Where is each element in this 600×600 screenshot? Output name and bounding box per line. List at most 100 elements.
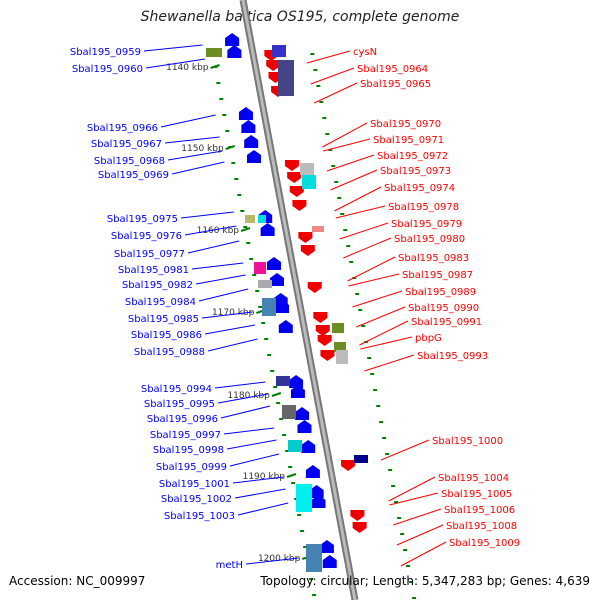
gene-label-right[interactable]: Sbal195_0980 (394, 234, 465, 245)
leader-line (223, 427, 275, 435)
leader-line (198, 288, 249, 302)
gene-label-left[interactable]: Sbal195_0999 (156, 462, 227, 473)
gene-label-left[interactable]: Sbal195_0976 (111, 231, 182, 242)
tick-mark (243, 226, 248, 228)
gene-label-left[interactable]: Sbal195_0981 (118, 265, 189, 276)
gene-label-right[interactable]: Sbal195_1009 (449, 538, 520, 549)
leader-line (343, 237, 392, 259)
gene-label-left[interactable]: Sbal195_0966 (87, 123, 158, 134)
scale-label: 1200 kbp (258, 554, 301, 564)
gene-label-left[interactable]: Sbal195_0995 (144, 399, 215, 410)
gene-label-right[interactable]: Sbal195_0970 (370, 119, 441, 130)
gene-box (296, 484, 312, 512)
gene-box (278, 60, 294, 96)
gene-label-left[interactable]: Sbal195_0977 (114, 249, 185, 260)
leader-line (145, 58, 206, 69)
gene-box (245, 215, 255, 223)
gene-label-right[interactable]: Sbal195_1006 (444, 505, 515, 516)
tick-mark (397, 517, 402, 519)
tick-mark (337, 197, 342, 199)
gene-arrow-forward (309, 485, 324, 498)
gene-label-left[interactable]: Sbal195_1003 (164, 511, 235, 522)
gene-arrow-forward (301, 440, 316, 453)
gene-label-right[interactable]: cysN (353, 47, 377, 58)
tick-mark (400, 533, 405, 535)
gene-label-right[interactable]: Sbal195_0964 (357, 64, 428, 75)
leader-line (388, 476, 436, 502)
tick-mark (288, 466, 293, 468)
leader-line (201, 311, 253, 319)
gene-arrow-forward (246, 150, 261, 163)
gene-label-left[interactable]: Sbal195_0960 (72, 64, 143, 75)
gene-label-right[interactable]: Sbal195_0972 (377, 151, 448, 162)
tick-mark (258, 306, 263, 308)
gene-label-right[interactable]: Sbal195_1008 (446, 521, 517, 532)
scale-tick (286, 473, 297, 478)
leader-line (217, 393, 268, 404)
gene-label-left[interactable]: Sbal195_0998 (153, 445, 224, 456)
gene-label-left[interactable]: Sbal195_0984 (125, 297, 196, 308)
scale-label: 1190 kbp (243, 472, 286, 482)
gene-box (206, 48, 222, 57)
gene-label-right[interactable]: Sbal195_0989 (405, 287, 476, 298)
leader-line (171, 161, 225, 175)
tick-mark (328, 149, 333, 151)
gene-label-right[interactable]: pbpG (415, 333, 442, 344)
gene-label-right[interactable]: Sbal195_0990 (408, 303, 479, 314)
tick-mark (376, 405, 381, 407)
gene-label-right[interactable]: Sbal195_1005 (441, 489, 512, 500)
gene-label-left[interactable]: Sbal195_0997 (150, 430, 221, 441)
gene-label-left[interactable]: metH (216, 560, 243, 571)
gene-arrow-reverse (350, 510, 365, 521)
gene-label-right[interactable]: Sbal195_0974 (384, 183, 455, 194)
leader-line (380, 439, 430, 461)
gene-label-right[interactable]: Sbal195_0991 (411, 317, 482, 328)
gene-label-left[interactable]: Sbal195_0968 (94, 156, 165, 167)
gene-arrow-reverse (287, 172, 302, 183)
gene-label-right[interactable]: Sbal195_1004 (438, 473, 509, 484)
gene-label-left[interactable]: Sbal195_0988 (134, 347, 205, 358)
gene-label-right[interactable]: Sbal195_0973 (380, 166, 451, 177)
tick-mark (355, 293, 360, 295)
gene-label-left[interactable]: Sbal195_0982 (122, 280, 193, 291)
gene-label-right[interactable]: Sbal195_1000 (432, 436, 503, 447)
leader-line (184, 225, 237, 236)
gene-label-left[interactable]: Sbal195_1002 (161, 494, 232, 505)
gene-label-right[interactable]: Sbal195_0993 (417, 351, 488, 362)
gene-label-left[interactable]: Sbal195_0994 (141, 384, 212, 395)
genome-backbone-highlight (241, 0, 357, 600)
gene-label-right[interactable]: Sbal195_0987 (402, 270, 473, 281)
gene-label-right[interactable]: Sbal195_0983 (398, 253, 469, 264)
gene-label-right[interactable]: Sbal195_0978 (388, 202, 459, 213)
gene-box (282, 405, 296, 419)
gene-label-left[interactable]: Sbal195_0996 (147, 414, 218, 425)
leader-line (347, 256, 396, 282)
tick-mark (231, 162, 236, 164)
gene-label-left[interactable]: Sbal195_0986 (131, 330, 202, 341)
leader-line (187, 240, 240, 254)
gene-label-left[interactable]: Sbal195_0959 (70, 47, 141, 58)
gene-label-left[interactable]: Sbal195_0985 (128, 314, 199, 325)
gene-label-left[interactable]: Sbal195_0975 (107, 214, 178, 225)
tick-mark (379, 421, 384, 423)
gene-label-left[interactable]: Sbal195_0969 (98, 170, 169, 181)
gene-label-left[interactable]: Sbal195_1001 (159, 479, 230, 490)
gene-label-left[interactable]: Sbal195_0967 (91, 139, 162, 150)
tick-mark (264, 338, 269, 340)
gene-label-right[interactable]: Sbal195_0965 (360, 79, 431, 90)
gene-arrow-forward (322, 555, 337, 568)
leader-line (396, 524, 444, 546)
tick-mark (391, 485, 396, 487)
tick-mark (406, 565, 411, 567)
gene-label-right[interactable]: Sbal195_0971 (373, 135, 444, 146)
gene-label-right[interactable]: Sbal195_0979 (391, 219, 462, 230)
leader-line (164, 136, 220, 144)
gene-box (262, 298, 276, 316)
gene-arrow-forward (260, 223, 275, 236)
leader-line (143, 44, 203, 52)
leader-line (330, 169, 378, 191)
scale-tick (240, 227, 251, 232)
leader-line (314, 82, 358, 104)
tick-mark (370, 373, 375, 375)
